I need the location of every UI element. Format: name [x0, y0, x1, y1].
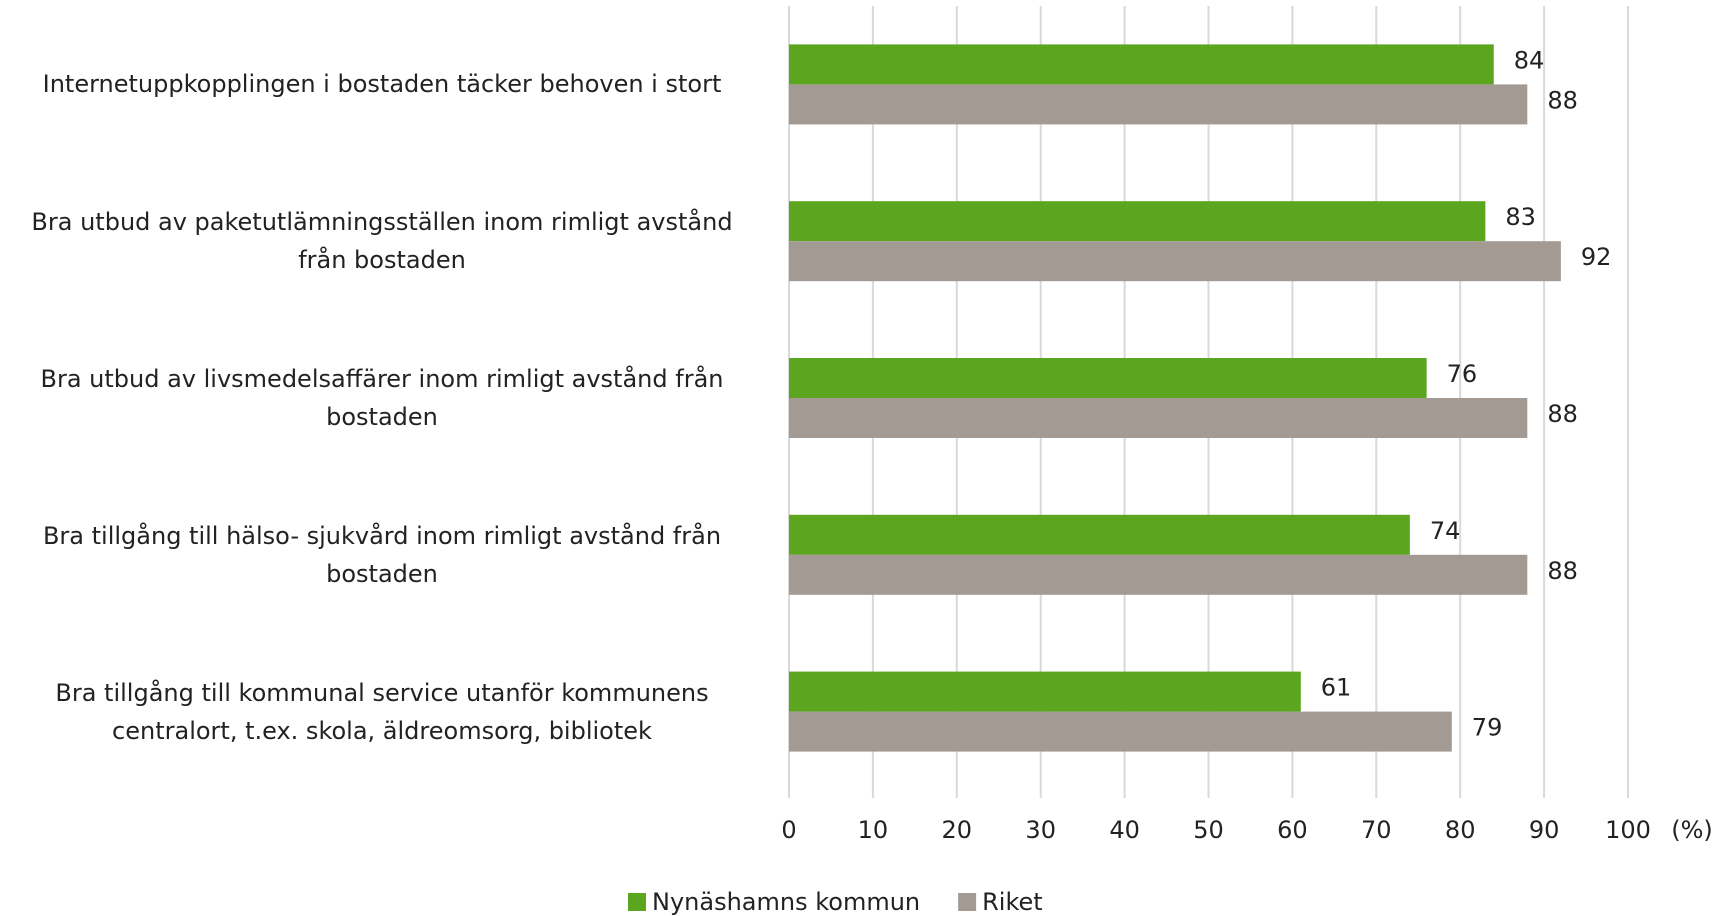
value-label: 88 [1547, 86, 1578, 114]
x-tick-label: 20 [942, 816, 973, 844]
value-label: 83 [1505, 203, 1536, 231]
value-label: 88 [1547, 400, 1578, 428]
x-tick-label: 50 [1193, 816, 1224, 844]
bar [789, 241, 1561, 282]
x-tick-label: 0 [781, 816, 796, 844]
legend-label: Riket [982, 888, 1043, 916]
bar [789, 514, 1410, 555]
category-label: Bra utbud av livsmedelsaffärer inom riml… [40, 365, 724, 431]
value-label: 84 [1514, 46, 1545, 74]
value-label: 79 [1472, 714, 1503, 742]
value-label: 88 [1547, 557, 1578, 585]
x-axis-label: (%) [1671, 816, 1713, 844]
bar [789, 554, 1528, 595]
x-tick-label: 40 [1109, 816, 1140, 844]
bar [789, 671, 1301, 712]
bar [789, 201, 1486, 242]
bar [789, 398, 1528, 438]
bar [789, 44, 1494, 85]
category-label: Internetuppkopplingen i bostaden täcker … [42, 70, 722, 99]
legend-swatch [958, 893, 977, 911]
x-tick-label: 30 [1025, 816, 1056, 844]
legend-swatch [628, 893, 646, 911]
x-tick-label: 70 [1361, 816, 1392, 844]
bar [789, 358, 1427, 398]
value-label: 92 [1581, 243, 1612, 271]
x-tick-label: 90 [1529, 816, 1560, 844]
x-tick-label: 100 [1605, 816, 1651, 844]
x-tick-label: 80 [1445, 816, 1476, 844]
category-label: Bra tillgång till kommunal service utanf… [55, 678, 709, 745]
value-label: 61 [1321, 674, 1352, 702]
bar [789, 84, 1528, 125]
category-label: Bra tillgång till hälso- sjukvård inom r… [42, 521, 722, 588]
x-tick-label: 60 [1277, 816, 1308, 844]
legend-label: Nynäshamns kommun [652, 888, 920, 916]
value-label: 76 [1447, 360, 1478, 388]
x-tick-label: 10 [858, 816, 889, 844]
category-label: Bra utbud av paketutlämningsställen inom… [31, 208, 733, 275]
bar [789, 711, 1452, 752]
value-label: 74 [1430, 517, 1461, 545]
